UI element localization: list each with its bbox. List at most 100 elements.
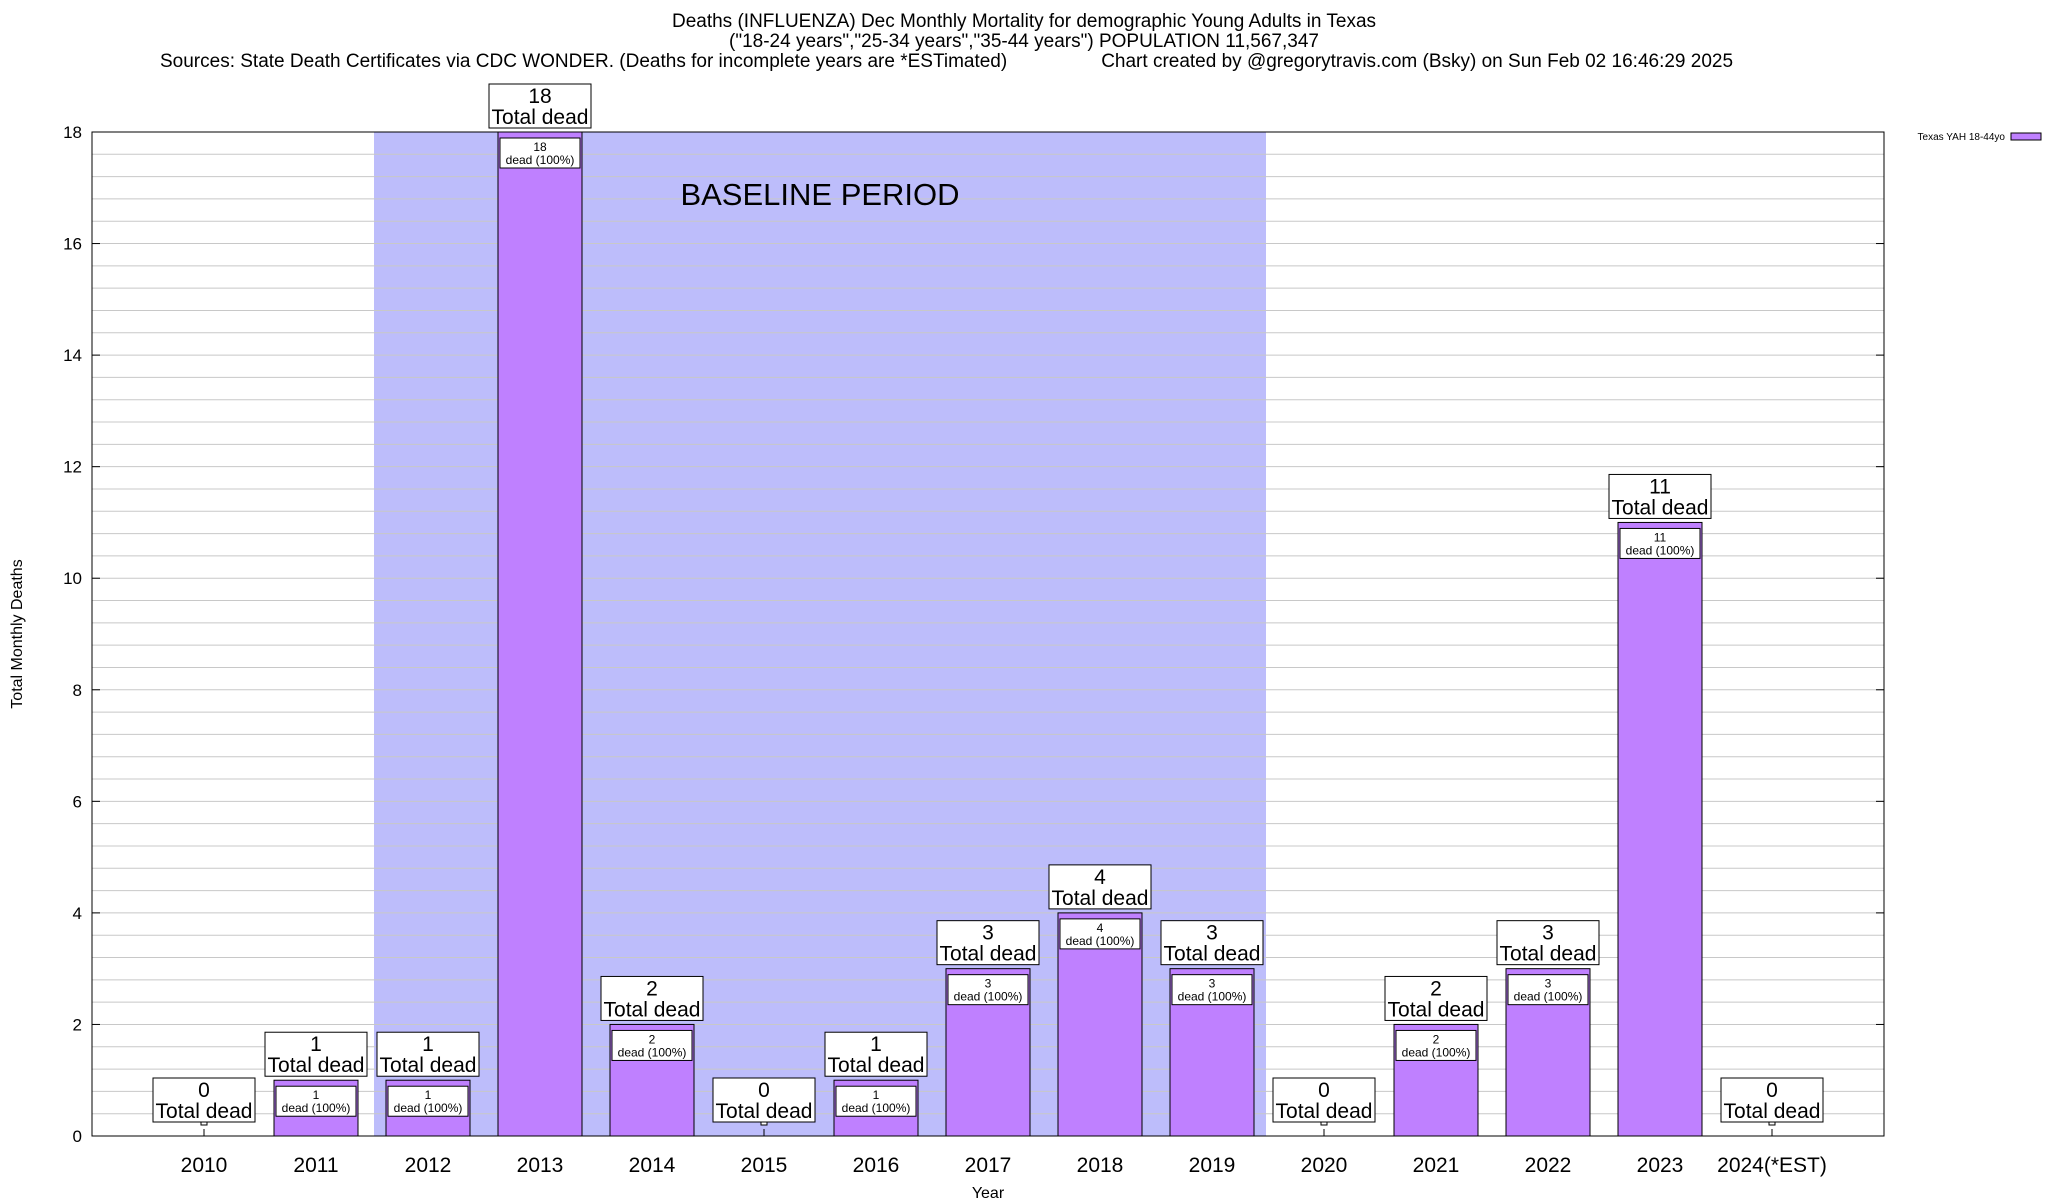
x-tick-label: 2017 [965,1154,1012,1177]
x-tick-label: 2024(*EST) [1717,1154,1827,1177]
x-tick-label: 2020 [1301,1154,1348,1177]
bar-inner-label-box [1619,527,1701,559]
bar-total-label: Total dead [1388,998,1485,1021]
bar-total-label: Total dead [940,943,1037,966]
bar-inner-label: dead (100%) [282,1101,351,1115]
bar-inner-value: 2 [649,1032,656,1046]
bar-total-label-box [1720,1077,1824,1123]
chart-credit: Chart created by @gregorytravis.com (Bsk… [1101,51,1734,72]
bar-total-value: 1 [310,1033,322,1056]
bar-total-value: 0 [198,1079,210,1102]
bar-total-label-box [1384,975,1488,1021]
bar-total-label: Total dead [1164,943,1261,966]
bar-inner-value: 4 [1097,921,1104,935]
bar-inner-label: dead (100%) [1514,990,1583,1004]
y-tick-label: 12 [63,458,82,477]
bar-total-value: 11 [1649,475,1671,498]
bar-total-label: Total dead [156,1100,253,1123]
y-tick-label: 6 [73,792,82,811]
bar-total-label-box [1272,1077,1376,1123]
bar-inner-value: 1 [425,1088,432,1102]
bar [497,131,583,1137]
chart-subtitle: ("18-24 years","25-34 years","35-44 year… [729,31,1319,52]
x-tick-label: 2018 [1077,1154,1124,1177]
y-tick-label: 10 [63,569,82,588]
bar-inner-label: dead (100%) [1066,934,1135,948]
bar-total-label-box [152,1077,256,1123]
bar-total-label: Total dead [1276,1100,1373,1123]
bar-total-value: 3 [1206,922,1218,945]
bar-inner-value: 3 [985,977,992,991]
bar-total-label-box [1608,473,1712,519]
bar [1617,521,1703,1137]
bar-total-label: Total dead [604,998,701,1021]
bar-total-label-box [824,1031,928,1077]
x-tick-label: 2014 [629,1154,676,1177]
bar-inner-label-box [1395,1029,1477,1061]
bar-total-value: 2 [1430,977,1442,1000]
bar-inner-value: 3 [1209,977,1216,991]
x-tick-label: 2021 [1413,1154,1460,1177]
bar-total-value: 2 [646,977,658,1000]
bar-total-value: 4 [1094,866,1106,889]
bar [1057,912,1143,1137]
bar-inner-value: 1 [873,1088,880,1102]
y-tick-label: 14 [63,346,82,365]
bar-inner-value: 18 [533,140,547,154]
y-tick-label: 0 [73,1127,82,1146]
legend-swatch [2010,132,2042,141]
bar-inner-label: dead (100%) [954,990,1023,1004]
bar-total-label-box [1160,920,1264,966]
bar-total-label-box [376,1031,480,1077]
bar-total-label-box [936,920,1040,966]
bar-total-value: 1 [422,1033,434,1056]
bar-inner-label: dead (100%) [1402,1045,1471,1059]
bar-inner-label: dead (100%) [506,153,575,167]
baseline-period-label: BASELINE PERIOD [680,177,959,212]
y-tick-label: 8 [73,681,82,700]
bar-inner-label-box [387,1085,469,1117]
bar-total-label: Total dead [716,1100,813,1123]
bar-total-label-box [488,83,592,129]
bar-inner-label: dead (100%) [618,1045,687,1059]
x-tick-label: 2015 [741,1154,788,1177]
bar-inner-label-box [611,1029,693,1061]
y-axis-label: Total Monthly Deaths [9,559,26,708]
y-tick-label: 2 [73,1015,82,1034]
bar-inner-value: 2 [1433,1032,1440,1046]
bar-inner-label: dead (100%) [394,1101,463,1115]
bar-inner-label-box [275,1085,357,1117]
x-tick-label: 2019 [1189,1154,1236,1177]
bar-total-label: Total dead [1612,496,1709,519]
bar-total-value: 18 [528,85,551,108]
bar-total-value: 1 [870,1033,882,1056]
y-tick-label: 16 [63,235,82,254]
bar-total-label-box [1048,864,1152,910]
bar-total-label: Total dead [1724,1100,1821,1123]
x-tick-label: 2016 [853,1154,900,1177]
x-tick-label: 2023 [1637,1154,1684,1177]
chart-title: Deaths (INFLUENZA) Dec Monthly Mortality… [671,11,1377,32]
bar-inner-label: dead (100%) [1178,990,1247,1004]
x-axis-label: Year [972,1185,1005,1200]
bar-total-label-box [712,1077,816,1123]
bar-inner-value: 3 [1545,977,1552,991]
chart-title-block: Deaths (INFLUENZA) Dec Monthly Mortality… [0,12,2048,72]
bar-inner-label: dead (100%) [842,1101,911,1115]
bar-total-label-box [264,1031,368,1077]
bar-inner-value: 11 [1654,530,1667,544]
x-tick-label: 2012 [405,1154,452,1177]
chart-source-line: Sources: State Death Certificates via CD… [0,52,2048,72]
bar-total-label: Total dead [1052,887,1149,910]
bar-total-label: Total dead [492,106,589,129]
bar-total-value: 0 [1766,1079,1778,1102]
x-tick-label: 2010 [181,1154,228,1177]
bar-total-value: 0 [758,1079,770,1102]
bar-inner-value: 1 [313,1088,320,1102]
bar-total-label: Total dead [380,1054,477,1077]
bar-total-label: Total dead [828,1054,925,1077]
bar-inner-label-box [947,974,1029,1006]
bar-inner-label-box [1059,918,1141,950]
bar-total-label: Total dead [1500,943,1597,966]
